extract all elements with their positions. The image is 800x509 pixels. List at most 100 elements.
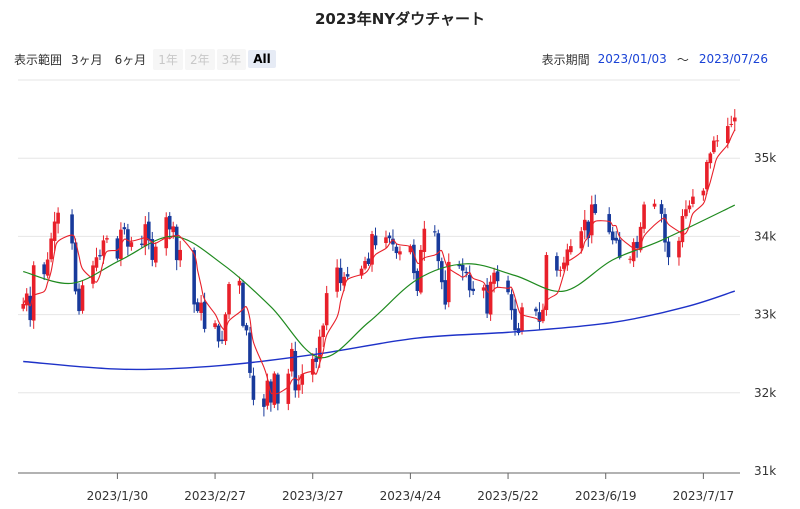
candle-up xyxy=(45,259,50,276)
candle-down xyxy=(614,237,618,241)
candle-down xyxy=(248,332,252,373)
candle-up xyxy=(701,190,706,196)
range-button-6m[interactable]: 6ヶ月 xyxy=(114,52,147,67)
candle-down xyxy=(338,267,343,284)
range-button-3y: 3年 xyxy=(216,48,247,70)
candle-up xyxy=(265,380,270,406)
x-tick-label: 2023/4/24 xyxy=(380,489,442,503)
candle-down xyxy=(436,233,441,262)
candle-up xyxy=(558,269,563,271)
candle-down xyxy=(509,294,514,311)
candle-up xyxy=(171,226,176,233)
candle-up xyxy=(237,280,242,286)
candle-down xyxy=(220,339,224,342)
candle-up xyxy=(398,251,402,255)
candle-down xyxy=(216,325,221,342)
candle-up xyxy=(638,226,643,251)
candle-down xyxy=(412,244,416,274)
candle-down xyxy=(150,239,155,260)
candle-down xyxy=(115,238,120,259)
candle-up xyxy=(565,249,570,266)
candle-down xyxy=(495,271,500,282)
candle-up xyxy=(705,161,709,190)
candle-up xyxy=(317,336,322,360)
moving-average-lines xyxy=(22,129,736,395)
candle-up xyxy=(24,293,29,306)
candle-down xyxy=(467,274,472,291)
period-separator: 〜 xyxy=(676,52,689,67)
candle-up xyxy=(91,265,95,284)
candle-up xyxy=(544,255,549,311)
candle-up xyxy=(628,258,632,260)
candle-down xyxy=(293,351,298,391)
candle-down xyxy=(262,398,266,407)
candle-up xyxy=(569,246,573,253)
candle-up xyxy=(363,261,367,269)
y-tick-label: 32k xyxy=(754,386,776,400)
candle-up xyxy=(153,246,158,263)
candle-down xyxy=(635,241,639,248)
candle-up xyxy=(342,276,346,286)
candle-up xyxy=(708,153,713,164)
candle-down xyxy=(122,227,127,230)
candle-up xyxy=(680,215,685,243)
candle-down xyxy=(366,258,371,265)
candle-up xyxy=(520,307,524,331)
candle-up xyxy=(80,285,85,311)
candle-up xyxy=(419,249,423,293)
candle-down xyxy=(345,274,350,277)
y-axis: 31k 32k 33k 34k 35k xyxy=(754,151,776,478)
candle-down xyxy=(415,270,420,291)
range-button-all[interactable]: All xyxy=(248,50,276,68)
candle-down xyxy=(666,241,671,258)
candle-up xyxy=(49,238,53,260)
candle-down xyxy=(464,271,468,274)
candle-down xyxy=(244,325,249,331)
candle-down xyxy=(146,221,151,241)
candle-up xyxy=(488,281,493,315)
candle-up xyxy=(687,205,692,210)
candle-down xyxy=(537,312,542,322)
y-tick-label: 33k xyxy=(754,308,776,322)
candle-up xyxy=(164,217,169,249)
candle-down xyxy=(202,301,207,329)
candle-down xyxy=(195,302,200,312)
candle-down xyxy=(167,215,172,230)
period-label: 表示期間 xyxy=(541,52,590,67)
candle-down xyxy=(241,282,245,326)
candle-up xyxy=(300,374,305,385)
candle-up xyxy=(652,203,657,207)
candle-series xyxy=(21,109,737,417)
candle-down xyxy=(98,255,102,257)
chart-title: 2023年NYダウチャート xyxy=(314,10,485,28)
candle-down xyxy=(192,250,196,305)
candle-up xyxy=(56,212,60,224)
candle-down xyxy=(387,235,392,239)
candle-up xyxy=(481,287,486,291)
candle-down xyxy=(391,238,395,245)
candle-up xyxy=(579,231,584,249)
candle-down xyxy=(457,264,462,267)
display-period: 表示期間 2023/01/03 〜 2023/07/26 xyxy=(542,48,768,70)
range-button-3m[interactable]: 3ヶ月 xyxy=(71,52,103,67)
period-from-date[interactable]: 2023/01/03 xyxy=(597,52,667,66)
y-tick-label: 34k xyxy=(754,229,776,243)
x-axis: 2023/1/30 2023/2/27 2023/3/27 2023/4/24 2023… xyxy=(18,472,740,503)
period-to-date[interactable]: 2023/07/26 xyxy=(698,52,768,66)
candle-down xyxy=(77,288,81,312)
range-button-1y: 1年 xyxy=(153,48,183,70)
x-tick-label: 2023/7/17 xyxy=(673,489,735,503)
candle-up xyxy=(310,358,315,375)
candle-up xyxy=(178,249,182,261)
candle-up xyxy=(359,268,364,276)
candle-down xyxy=(373,235,378,246)
candle-up xyxy=(227,284,231,315)
candle-up xyxy=(105,238,109,240)
candle-up xyxy=(286,373,291,404)
range-label: 表示範囲 xyxy=(14,52,63,67)
range-button-2y: 2年 xyxy=(184,48,215,70)
candle-up xyxy=(446,261,451,303)
candle-up xyxy=(21,303,26,309)
candle-down xyxy=(28,295,33,321)
candle-up xyxy=(492,272,496,284)
